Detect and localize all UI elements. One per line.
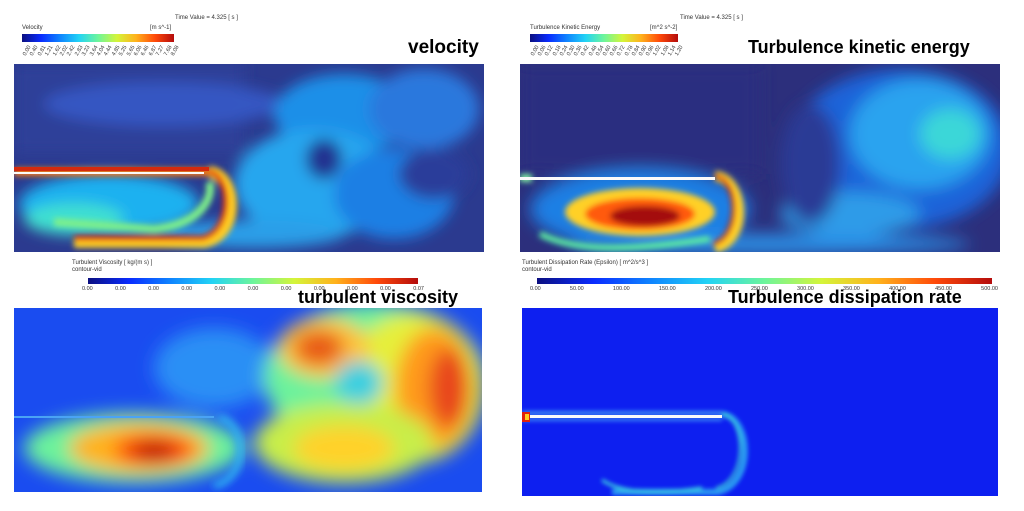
colorbar-tick-label: 300.00 <box>797 286 814 292</box>
dissipation-title: Turbulence dissipation rate <box>728 287 962 307</box>
velocity-colorbar-ticks: 0.00 0.40 0.81 1.21 1.62 2.02 2.42 2.83 3.23 3.64… <box>22 44 181 60</box>
colorbar-tick-label: 0.00 <box>280 286 292 292</box>
colorbar-tick-label: 0.00 <box>380 286 391 292</box>
colorbar-tick-label: 500.00 <box>981 286 998 292</box>
tke-colorbar <box>530 34 678 42</box>
dissipation-sub-label: contour-vid <box>522 267 552 273</box>
viscosity-colorbar <box>88 278 418 284</box>
colorbar-tick-label: 400.00 <box>889 286 906 292</box>
tke-field <box>520 64 1000 252</box>
colorbar-tick-label: 0.00 <box>148 286 159 292</box>
tke-title: Turbulence kinetic energy <box>748 37 970 57</box>
dissipation-field <box>522 308 998 496</box>
colorbar-tick-label: 0.00 <box>82 286 93 292</box>
colorbar-tick-label: 0.00 <box>313 286 325 292</box>
colorbar-tick-label: 0.00 <box>530 286 541 292</box>
colorbar-tick-label: 150.00 <box>658 286 676 292</box>
colorbar-tick-label: 100.00 <box>612 286 630 292</box>
colorbar-tick-label: 350.00 <box>843 286 860 292</box>
velocity-time-label: Time Value = 4.325 [ s ] <box>175 15 238 21</box>
colorbar-tick-label: 0.00 <box>181 286 193 292</box>
colorbar-tick-label: 0.00 <box>247 286 259 292</box>
dissipation-colorbar <box>537 278 992 284</box>
velocity-unit-label: [m s^-1] <box>150 25 172 31</box>
dissipation-var-label: Turbulent Dissipation Rate (Epsilon) [ m… <box>522 260 649 266</box>
colorbar-tick-label: 0.00 <box>214 286 226 292</box>
velocity-title: velocity <box>408 37 479 58</box>
velocity-var-label: Velocity <box>22 25 43 31</box>
velocity-colorbar <box>22 34 174 42</box>
colorbar-tick-label: 250.00 <box>750 286 768 292</box>
viscosity-sub-label: contour-vid <box>72 267 102 273</box>
colorbar-tick-label: 450.00 <box>935 286 952 292</box>
velocity-field <box>14 64 484 252</box>
colorbar-tick-label: 200.00 <box>704 286 722 292</box>
dissipation-colorbar-ticks: 0.00 50.00 100.00 150.00 200.00 250.00 300.00 3… <box>530 286 998 292</box>
tke-unit-label: [m^2 s^-2] <box>650 25 678 31</box>
viscosity-title: turbulent viscosity <box>298 287 459 307</box>
viscosity-colorbar-ticks: 0.00 0.00 0.00 0.00 0.00 0.00 0.00 0.00 0.00 0.00… <box>82 286 424 292</box>
tke-time-label: Time Value = 4.325 [ s ] <box>680 15 743 21</box>
tke-var-label: Turbulence Kinetic Energy <box>530 25 601 31</box>
colorbar-tick-label: 0.00 <box>347 286 358 292</box>
tke-colorbar-ticks: 0.00 0.06 0.12 0.18 0.24 0.30 0.36 0.42 0.48 0.54… <box>530 44 685 60</box>
viscosity-var-label: Turbulent Viscosity [ kg/(m s) ] <box>72 260 153 266</box>
colorbar-tick-label: 0.07 <box>413 286 424 292</box>
colorbar-tick-label: 50.00 <box>569 286 584 292</box>
viscosity-field <box>14 308 482 492</box>
colorbar-tick-label: 0.00 <box>115 286 126 292</box>
